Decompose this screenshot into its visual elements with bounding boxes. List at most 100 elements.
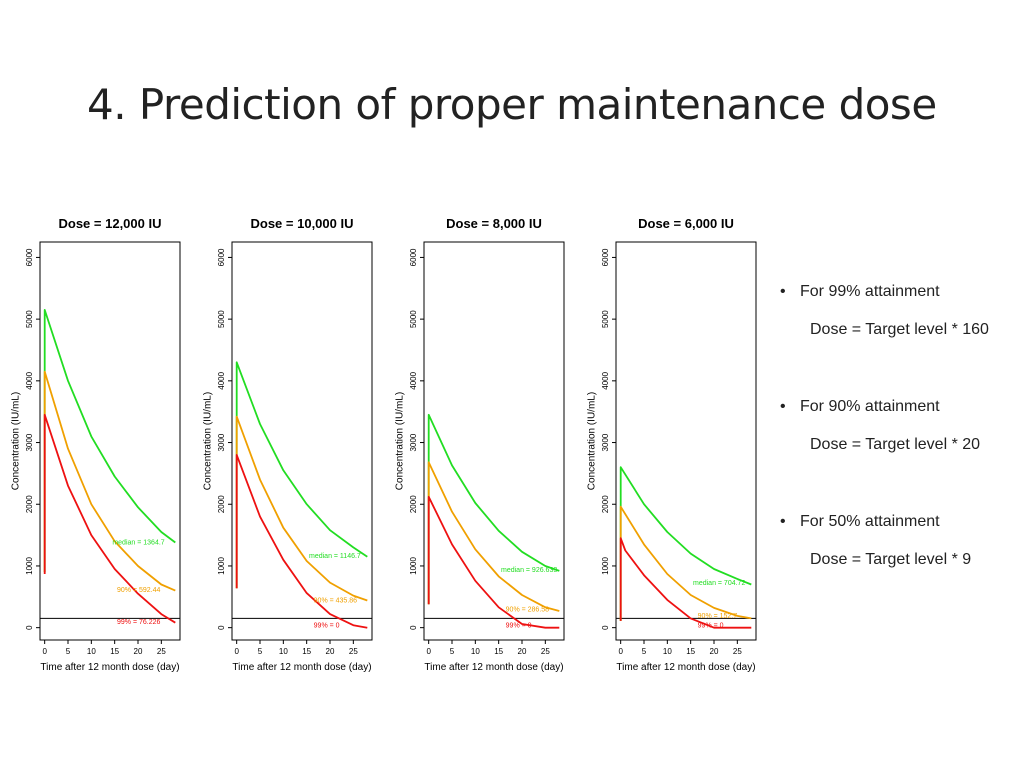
x-axis-label: Time after 12 month dose (day) — [424, 662, 563, 673]
x-tick-label: 0 — [618, 647, 623, 656]
y-tick-label: 0 — [217, 625, 226, 630]
data-annotation: 99% = 0 — [698, 623, 724, 630]
data-annotation: 99% = 0 — [506, 623, 532, 630]
series-line-99pct — [619, 537, 752, 629]
slide-title: 4. Prediction of proper maintenance dose — [87, 80, 937, 129]
data-annotation: 99% = 76.226 — [117, 619, 161, 626]
plot-frame — [231, 241, 373, 641]
data-annotation: 90% = 435.86 — [314, 597, 358, 604]
y-tick-label: 6000 — [217, 248, 226, 266]
x-tick-label: 25 — [733, 647, 742, 656]
x-axis-label: Time after 12 month dose (day) — [616, 662, 755, 673]
bullet-text: For 99% attainment — [800, 283, 940, 300]
series-line-90pct — [235, 415, 368, 602]
plot-frame — [39, 241, 181, 641]
x-axis-label: Time after 12 month dose (day) — [232, 662, 371, 673]
y-axis-label: Concentration (IU/mL) — [203, 392, 214, 490]
x-tick-label: 15 — [110, 647, 119, 656]
x-tick-label: 0 — [234, 647, 239, 656]
bullet-item-50: • For 50% attainment Dose = Target level … — [780, 513, 1020, 628]
y-tick-label: 2000 — [217, 495, 226, 513]
x-tick-label: 5 — [450, 647, 455, 656]
x-tick-label: 0 — [426, 647, 431, 656]
x-tick-label: 25 — [541, 647, 550, 656]
y-tick-label: 5000 — [601, 310, 610, 328]
y-tick-label: 3000 — [25, 433, 34, 451]
chart-title: Dose = 6,000 IU — [638, 216, 734, 231]
x-tick-label: 10 — [663, 647, 672, 656]
x-tick-label: 5 — [258, 647, 263, 656]
chart-title: Dose = 8,000 IU — [446, 216, 542, 231]
y-tick-label: 5000 — [217, 310, 226, 328]
series-line-median — [427, 413, 560, 605]
y-tick-label: 3000 — [217, 433, 226, 451]
chart-6000: Dose = 6,000 IU 0 1000 2000 3000 4000 5000 6000… — [587, 216, 757, 673]
x-tick-label: 15 — [686, 647, 695, 656]
series-line-99pct — [43, 413, 176, 624]
bullet-item-99: • For 99% attainment Dose = Target level … — [780, 283, 1020, 398]
series-line-99pct — [235, 453, 368, 629]
chart-12000: Dose = 12,000 IU 0 1000 2000 3000 4000 5000 600… — [11, 216, 181, 673]
y-tick-label: 0 — [25, 625, 34, 630]
bullet-text: For 50% attainment — [800, 513, 940, 530]
data-annotation: 90% = 286.58 — [506, 607, 550, 614]
x-tick-label: 20 — [518, 647, 527, 656]
x-tick-label: 20 — [326, 647, 335, 656]
x-axis-label: Time after 12 month dose (day) — [40, 662, 179, 673]
x-tick-label: 5 — [642, 647, 647, 656]
y-tick-label: 1000 — [25, 557, 34, 575]
chart-panel-6000: Dose = 6,000 IU 0 1000 2000 3000 4000 5000 6000… — [586, 208, 766, 678]
bullet-item-90: • For 90% attainment Dose = Target level … — [780, 398, 1020, 513]
y-tick-label: 1000 — [217, 557, 226, 575]
chart-panel-12000: Dose = 12,000 IU 0 1000 2000 3000 4000 5000 600… — [10, 208, 190, 678]
x-tick-label: 10 — [279, 647, 288, 656]
y-axis-label: Concentration (IU/mL) — [395, 392, 406, 490]
y-axis-label: Concentration (IU/mL) — [11, 392, 22, 490]
y-tick-label: 2000 — [409, 495, 418, 513]
plot-frame — [423, 241, 565, 641]
bullet-text: For 90% attainment — [800, 398, 940, 415]
x-tick-label: 15 — [494, 647, 503, 656]
bullet-detail: Dose = Target level * 9 — [810, 551, 972, 568]
bullet-marker: • — [780, 283, 786, 300]
x-tick-label: 10 — [471, 647, 480, 656]
chart-8000: Dose = 8,000 IU 0 1000 2000 3000 4000 5000 6000… — [395, 216, 565, 673]
y-tick-label: 3000 — [409, 433, 418, 451]
y-tick-label: 0 — [409, 625, 418, 630]
chart-title: Dose = 12,000 IU — [59, 216, 162, 231]
y-tick-label: 6000 — [25, 248, 34, 266]
series-line-90pct — [43, 370, 176, 592]
y-tick-label: 2000 — [601, 495, 610, 513]
y-tick-label: 5000 — [409, 310, 418, 328]
series-line-90pct — [427, 461, 560, 612]
data-annotation: median = 926.633 — [501, 567, 557, 574]
chart-panel-8000: Dose = 8,000 IU 0 1000 2000 3000 4000 5000 6000… — [394, 208, 574, 678]
y-tick-label: 5000 — [25, 310, 34, 328]
x-tick-label: 5 — [66, 647, 71, 656]
y-axis-label: Concentration (IU/mL) — [587, 392, 598, 490]
data-annotation: median = 704.72 — [693, 580, 745, 587]
plot-frame — [615, 241, 757, 641]
bullet-detail: Dose = Target level * 160 — [810, 321, 989, 338]
y-tick-label: 3000 — [601, 433, 610, 451]
y-tick-label: 6000 — [601, 248, 610, 266]
y-tick-label: 0 — [601, 625, 610, 630]
x-tick-label: 0 — [42, 647, 47, 656]
x-tick-label: 25 — [157, 647, 166, 656]
y-tick-label: 6000 — [409, 248, 418, 266]
data-annotation: median = 1146.7 — [309, 553, 361, 560]
data-annotation: 99% = 0 — [314, 623, 340, 630]
x-tick-label: 10 — [87, 647, 96, 656]
series-line-median — [43, 309, 176, 573]
bullet-marker: • — [780, 398, 786, 415]
x-tick-label: 20 — [710, 647, 719, 656]
y-tick-label: 4000 — [217, 371, 226, 389]
bullet-marker: • — [780, 513, 786, 530]
data-annotation: 90% = 152.7 — [698, 613, 738, 620]
data-annotation: 90% = 592.44 — [117, 587, 161, 594]
x-tick-label: 20 — [134, 647, 143, 656]
bullet-detail: Dose = Target level * 20 — [810, 436, 981, 453]
y-tick-label: 4000 — [601, 371, 610, 389]
y-tick-label: 4000 — [25, 371, 34, 389]
x-tick-label: 15 — [302, 647, 311, 656]
